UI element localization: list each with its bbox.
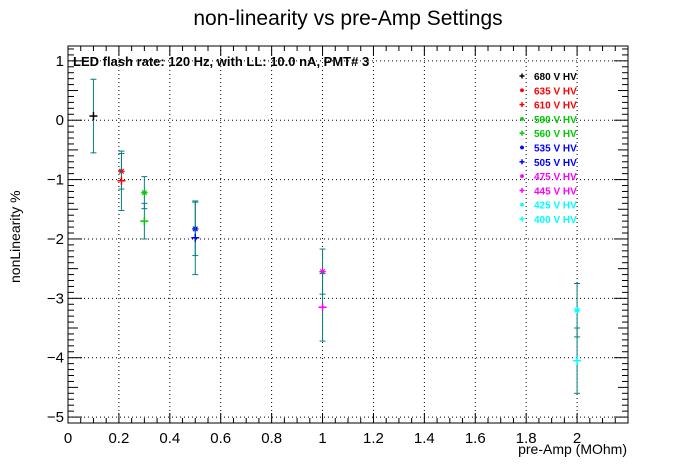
y-tick-label: −5	[47, 409, 64, 426]
legend-label: 505 V HV	[534, 158, 577, 169]
legend-label: 560 V HV	[534, 129, 577, 140]
star-marker-d2	[520, 174, 524, 178]
star-marker-d2	[520, 88, 524, 93]
x-tick-labels: 0 0.2 0.4 0.6 0.8 1 1.2 1.4 1.6 1.8 2	[64, 430, 581, 447]
legend-entry: 505 V HV	[519, 158, 577, 169]
data-point	[117, 150, 126, 211]
legend-label: 635 V HV	[534, 86, 577, 97]
star-marker-d2	[520, 117, 524, 121]
data-points	[89, 78, 582, 394]
x-tick-label: 0	[64, 430, 72, 447]
legend-entry: 590 V HV	[520, 115, 577, 126]
legend-entry: 425 V HV	[520, 201, 577, 212]
chart-annotation: LED flash rate: 120 Hz, with LL: 10.0 nA…	[73, 54, 369, 69]
data-point	[140, 202, 149, 240]
x-tick-label: 0.2	[108, 430, 129, 447]
x-tick-label: 0.8	[261, 430, 282, 447]
star-marker-d2	[141, 189, 148, 196]
legend-label: 475 V HV	[534, 172, 577, 183]
x-tick-label: 1.6	[465, 430, 486, 447]
x-tick-label: 1.8	[516, 430, 537, 447]
legend-entry: 610 V HV	[519, 101, 577, 112]
data-point	[318, 272, 327, 342]
data-point	[89, 78, 98, 154]
star-marker-d2	[520, 202, 524, 207]
legend-entry: 680 V HV	[519, 72, 577, 83]
legend-label: 610 V HV	[534, 101, 577, 112]
data-point	[191, 200, 200, 276]
chart-title: non-linearity vs pre-Amp Settings	[193, 7, 502, 30]
legend-label: 400 V HV	[534, 215, 577, 226]
y-tick-label: 1	[56, 53, 64, 70]
axis-ticks	[67, 46, 628, 424]
legend-entry: 475 V HV	[520, 172, 577, 183]
legend-label: 425 V HV	[534, 201, 577, 212]
y-tick-label: −3	[47, 290, 64, 307]
grid-lines	[68, 46, 628, 423]
legend-entry: 560 V HV	[519, 129, 577, 140]
legend-entry: 535 V HV	[520, 144, 577, 155]
legend-entry: 635 V HV	[520, 86, 577, 97]
y-tick-labels: 1 0 −1 −2 −3 −4 −5	[47, 53, 64, 426]
y-tick-label: 0	[56, 112, 64, 129]
x-axis-label: pre-Amp (MOhm)	[518, 441, 627, 457]
x-tick-label: 0.4	[159, 430, 180, 447]
data-point	[573, 327, 582, 394]
x-tick-label: 1.4	[414, 430, 435, 447]
y-tick-label: −2	[47, 231, 64, 248]
legend-label: 445 V HV	[534, 186, 577, 197]
y-tick-label: −1	[47, 172, 64, 189]
x-tick-label: 0.6	[210, 430, 231, 447]
legend-entry: 400 V HV	[519, 215, 577, 226]
star-marker-d2	[520, 145, 524, 150]
legend-label: 680 V HV	[534, 72, 577, 83]
x-tick-label: 1.2	[363, 430, 384, 447]
legend-label: 590 V HV	[534, 115, 577, 126]
data-point	[141, 176, 148, 210]
x-tick-label: 2	[573, 430, 581, 447]
y-axis-label: nonLinearity %	[7, 190, 23, 283]
legend: 680 V HV 635 V HV 610 V HV 590 V HV 560 V HV…	[519, 72, 577, 226]
star-marker-d2	[574, 307, 580, 313]
legend-entry: 445 V HV	[519, 186, 577, 197]
legend-label: 535 V HV	[534, 144, 577, 155]
x-tick-label: 1	[318, 430, 326, 447]
y-tick-label: −4	[47, 350, 64, 367]
